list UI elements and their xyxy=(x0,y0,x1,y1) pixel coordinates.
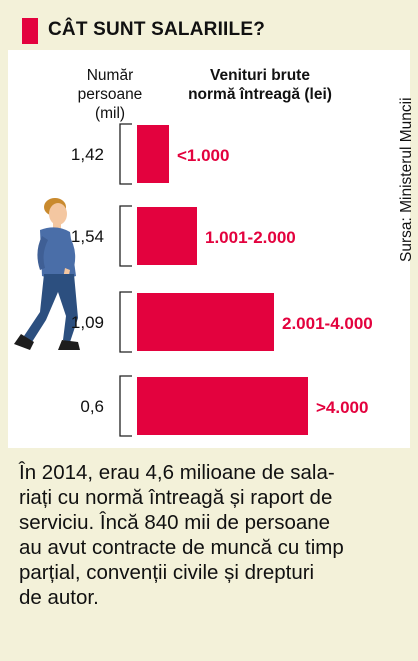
income-bar xyxy=(137,125,169,183)
people-count-label: 0,6 xyxy=(80,397,104,416)
footer-line: serviciu. Încă 840 mii de persoane xyxy=(19,511,331,534)
income-bar xyxy=(137,293,274,351)
income-bar xyxy=(137,207,197,265)
header-bar: CÂT SUNT SALARIILE? xyxy=(8,6,410,46)
income-range-label: 1.001-2.000 xyxy=(205,228,296,247)
people-count-header-line: (mil) xyxy=(94,105,126,122)
people-count-label: 1,09 xyxy=(71,313,104,332)
footer-line: riați cu normă întreagă și raport de xyxy=(19,486,333,509)
footer-line: au avut contracte de muncă cu timp xyxy=(19,536,344,559)
footer-line: de autor. xyxy=(19,586,99,609)
people-count-header-line: persoane xyxy=(77,86,143,103)
people-count-label: 1,42 xyxy=(71,145,104,164)
walking-man-icon xyxy=(14,198,80,350)
people-count-label: 1,54 xyxy=(71,227,104,246)
row-bracket xyxy=(119,123,132,185)
footer-line: În 2014, erau 4,6 milioane de sala- xyxy=(19,461,335,484)
income-range-label: <1.000 xyxy=(177,146,229,165)
income-header: Venituri brute normă întreagă (lei) xyxy=(170,66,350,104)
page-title: CÂT SUNT SALARIILE? xyxy=(48,19,266,40)
footer-text: În 2014, erau 4,6 milioane de sala- riaț… xyxy=(19,460,407,610)
header-bullet xyxy=(22,18,38,44)
row-bracket xyxy=(119,205,132,267)
people-count-header: Număr persoane (mil) xyxy=(60,66,160,123)
income-bar xyxy=(137,377,308,435)
income-range-label: >4.000 xyxy=(316,398,368,417)
footer-line: parțial, convenții civile și drepturi xyxy=(19,561,315,584)
chart-rows: 1,42 <1.000 1,54 1.001-2.000 1,09 2.001-4.000… xyxy=(71,123,373,437)
footer-note: În 2014, erau 4,6 milioane de sala- riaț… xyxy=(8,452,410,655)
row-bracket xyxy=(119,375,132,437)
row-bracket xyxy=(119,291,132,353)
income-header-line: Venituri brute xyxy=(210,67,310,84)
income-header-line: normă întreagă (lei) xyxy=(188,86,332,103)
people-count-header-line: Număr xyxy=(86,67,134,84)
income-range-label: 2.001-4.000 xyxy=(282,314,373,333)
